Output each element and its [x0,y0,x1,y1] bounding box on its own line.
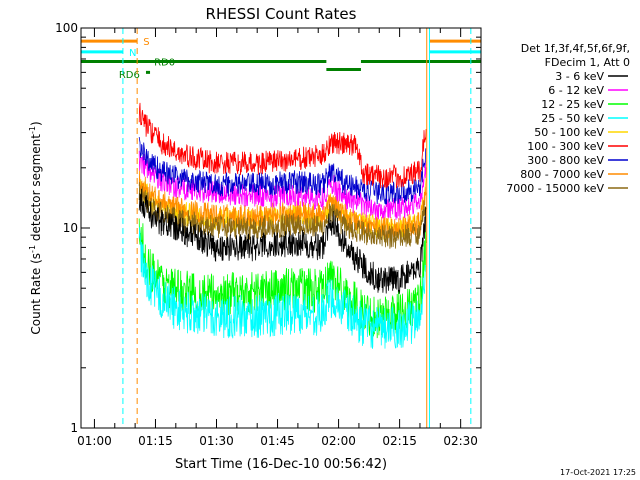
legend: Det 1f,3f,4f,5f,6f,9f,FDecim 1, Att 03 -… [506,42,630,195]
legend-label: 12 - 25 keV [541,98,604,111]
timestamp: 17-Oct-2021 17:25 [560,468,636,477]
x-tick-label: 02:00 [321,434,356,448]
x-tick-label: 01:00 [77,434,112,448]
legend-label: 50 - 100 keV [534,126,604,139]
legend-header: FDecim 1, Att 0 [545,56,630,69]
legend-label: 25 - 50 keV [541,112,604,125]
x-tick-label: 02:30 [443,434,478,448]
legend-header: Det 1f,3f,4f,5f,6f,9f, [521,42,630,55]
x-tick-label: 01:30 [199,434,234,448]
series-line-12-25keV [138,218,427,339]
series-line-300-800keV [138,136,427,205]
x-tick-label: 02:15 [382,434,417,448]
series-line-6-12keV [138,150,427,221]
state-bar-label: N [129,48,136,59]
y-tick-label: 100 [55,21,78,35]
state-bar-label: RD0 [154,57,175,68]
y-axis-label: Count Rate (s-1 detector segment-1) [28,121,43,334]
legend-label: 300 - 800 keV [527,154,604,167]
x-tick-label: 01:15 [138,434,173,448]
series-layer [138,102,427,349]
y-tick-label: 1 [70,421,78,435]
legend-label: 100 - 300 keV [527,140,604,153]
x-tick-label: 01:45 [260,434,295,448]
state-bars-layer: SN RD0 RD6 [81,37,481,81]
series-line-25-50keV [138,227,427,349]
y-tick-label: 10 [63,221,78,235]
legend-label: 3 - 6 keV [555,70,604,83]
legend-label: 6 - 12 keV [548,84,604,97]
axes-layer: 1 10 100 Count Rate (s-1 detector segment-1… [28,21,482,448]
chart-title: RHESSI Count Rates [206,5,357,23]
state-bar-label: RD6 [119,70,140,81]
series-line-3-6keV [138,188,427,294]
legend-label: 800 - 7000 keV [520,168,604,181]
series-line-100-300keV [138,102,427,189]
legend-label: 7000 - 15000 keV [506,182,604,195]
x-axis-label: Start Time (16-Dec-10 00:56:42) [175,457,387,472]
state-bar-label: S [143,37,149,48]
